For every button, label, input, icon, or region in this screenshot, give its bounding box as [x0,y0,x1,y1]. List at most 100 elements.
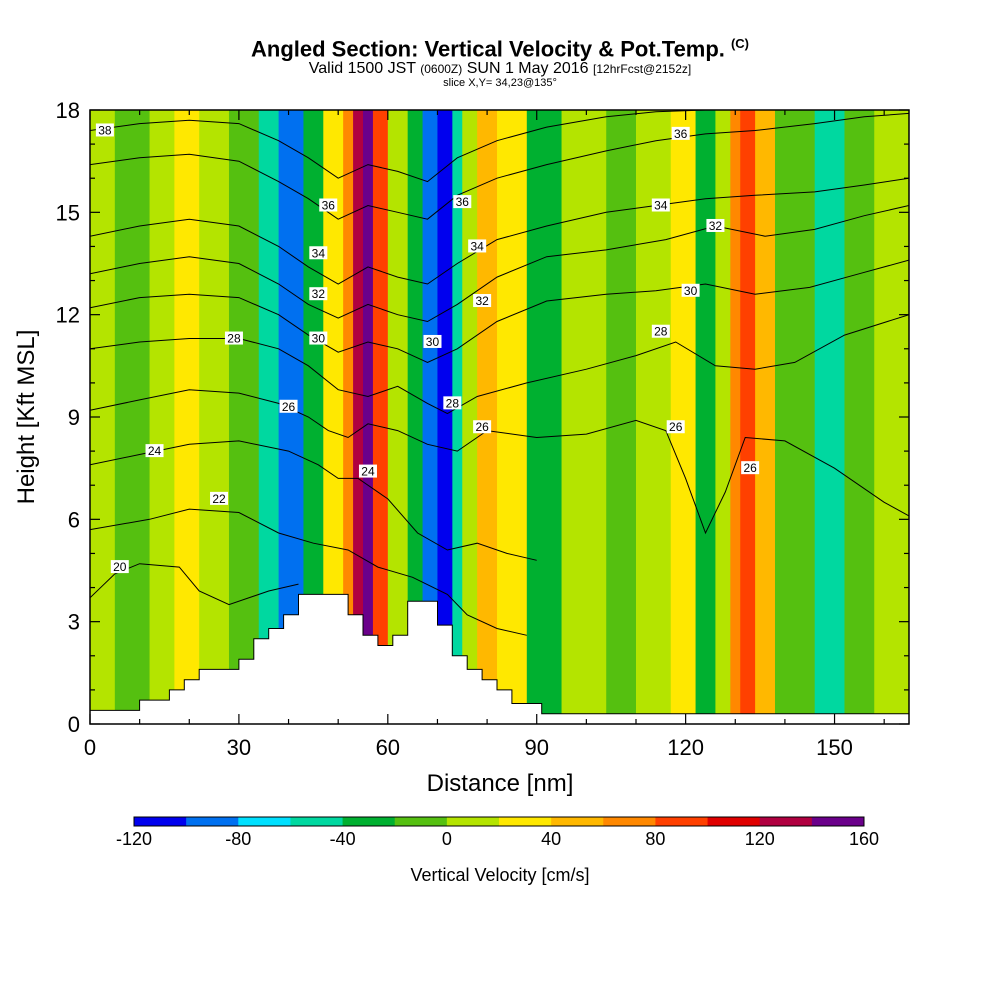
x-axis: 0 30 60 90 120 150 [84,110,885,760]
contour-label-text: 32 [475,294,489,308]
colorbar-swatch [186,817,239,826]
contour-label-text: 34 [470,239,484,253]
contour-labels: 38 36 36 36 34 34 34 32 32 32 30 30 30 28 28 28 26 26 26 26… [95,123,760,574]
contour-label-bg [681,283,700,297]
isentrope-38 [90,110,706,183]
contour-label: 34 [468,239,487,253]
terrain-profile [90,593,909,724]
velocity-band [670,110,697,724]
contour-label-text: 24 [361,465,375,479]
colorbar-label: -40 [330,829,356,849]
velocity-band [755,110,776,724]
y-tick-label: 15 [56,200,80,225]
velocity-band [695,110,717,724]
colorbar-label: -80 [225,829,251,849]
contour-label-bg [651,324,670,338]
contour-label: 36 [453,195,472,209]
contour-label-bg [651,198,670,212]
colorbar-swatch [394,817,448,826]
contour-label-text: 34 [654,199,668,213]
isentrope-36 [90,112,909,220]
contour-label-text: 20 [113,560,127,574]
colorbar-swatch [342,817,396,826]
contour-label-text: 26 [282,400,296,414]
colorbar-label: 40 [541,829,561,849]
x-tick-label: 0 [84,735,96,760]
velocity-band [343,110,354,724]
contour-label: 32 [706,218,725,233]
contour-label-bg [309,287,328,301]
x-axis-title: Distance [nm] [427,770,574,797]
velocity-band [258,110,280,724]
contour-label-text: 26 [743,461,757,475]
x-tick-label: 150 [816,735,853,760]
contour-label-text: 24 [148,444,162,458]
contour-label-bg [473,420,492,434]
forecast-info: [12hrFcst@2152z] [593,62,692,76]
x-tick-label: 30 [227,735,251,760]
colorbar: -120 -80 -40 0 40 80 120 160 [116,816,879,849]
velocity-band [114,110,151,724]
contour-label-text: 28 [654,325,668,339]
contour-label-text: 38 [98,123,112,137]
contour-label-text: 26 [669,420,683,434]
contour-label-bg [706,218,725,232]
contour-label-text: 32 [312,287,326,301]
contour-label-bg [210,491,229,505]
velocity-band [199,110,230,724]
velocity-band [636,110,672,724]
colorbar-title: Vertical Velocity [cm/s] [410,865,589,885]
y-tick-label: 6 [68,507,80,532]
colorbar-frame [133,816,865,827]
contour-label-text: 36 [322,199,336,213]
velocity-band [387,110,409,724]
colorbar-swatch [290,817,344,826]
contour-label: 32 [473,294,492,308]
contour-label-bg [358,464,377,478]
velocity-band [844,110,875,724]
velocity-band [526,110,563,724]
isentrope-34 [90,177,909,285]
contour-label-bg [224,331,243,345]
contour-label-bg [443,396,462,410]
velocity-band [372,110,389,724]
y-tick-label: 3 [68,610,80,635]
chart-title-text: Angled Section: Vertical Velocity & Pot.… [251,36,725,62]
colorbar-swatch [499,817,552,826]
colorbar-swatch [446,817,500,826]
x-tick-label: 60 [376,735,400,760]
valid-utc: (0600Z) [420,62,463,76]
y-tick-label: 12 [56,303,80,328]
contour-label: 24 [145,444,164,458]
colorbar-label: 80 [645,829,665,849]
velocity-field [90,110,909,724]
isentrope-lines [90,110,909,636]
colorbar-swatch [238,817,291,826]
isentrope-24 [90,440,537,561]
chart-title-mark: (C) [730,36,749,51]
y-axis-title: Height [Kft MSL] [13,330,40,505]
contour-label: 22 [210,491,229,506]
colorbar-swatch [134,817,187,826]
contour-label-bg [473,294,492,308]
contour-label: 34 [651,198,670,213]
contour-label-bg [110,560,129,574]
colorbar-label: 160 [849,829,879,849]
colorbar-swatch [603,817,656,826]
x-tick-label: 120 [667,735,704,760]
contour-label-bg [279,399,298,413]
contour-label-text: 30 [312,332,326,346]
contour-label-bg [309,331,328,345]
contour-label: 36 [319,198,338,213]
contour-label: 28 [224,331,243,346]
contour-label-text: 30 [684,284,698,298]
contour-label: 20 [110,560,129,574]
contour-label-text: 28 [227,332,241,346]
colorbar-swatch [707,817,761,826]
contour-label-text: 22 [212,492,226,506]
isentrope-30 [90,259,909,363]
colorbar-label: 120 [745,829,775,849]
slice-info: slice X,Y= 34,23@135° [443,77,557,89]
velocity-band [437,110,453,724]
velocity-band [452,110,463,724]
